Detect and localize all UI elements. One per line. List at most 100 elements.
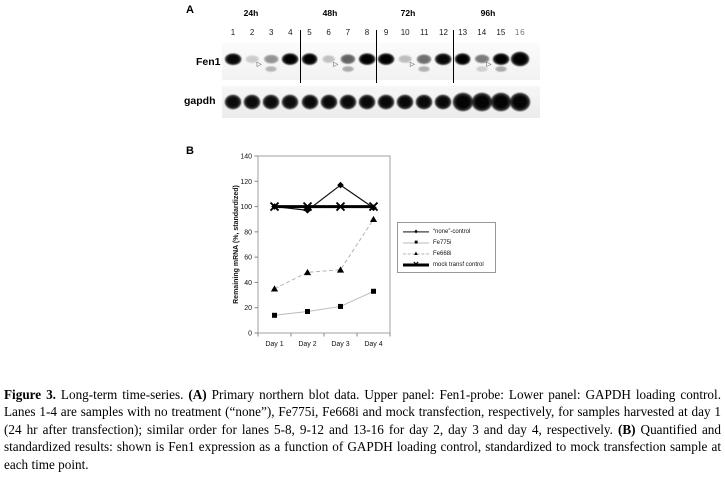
- lane-number: 6: [326, 28, 331, 37]
- blot-band: [396, 94, 414, 110]
- legend-marker-sample: ■: [403, 238, 429, 247]
- caption-text: Long-term time-series.: [55, 387, 189, 402]
- blot-band: [415, 94, 433, 110]
- blot-band: [398, 55, 413, 63]
- blot-band: [301, 53, 318, 65]
- blot-band: [340, 54, 356, 64]
- blot-band: [243, 94, 261, 110]
- lane-number: 9: [383, 28, 389, 37]
- legend-item: ▲ Fe668i: [403, 249, 491, 258]
- svg-text:Day 4: Day 4: [364, 341, 382, 348]
- blot-band: [264, 54, 279, 64]
- blot-band: [452, 92, 474, 112]
- svg-text:20: 20: [244, 305, 252, 312]
- caption-text: Primary northern blot data. Upper panel:…: [4, 387, 721, 437]
- legend-item: ✕ mock transf control: [403, 260, 491, 269]
- lane-number: 13: [458, 28, 468, 37]
- blot-band: [509, 92, 531, 112]
- lane-number: 12: [439, 28, 448, 37]
- blot-band: [224, 53, 242, 65]
- x-marker-icon: ✕: [412, 259, 420, 269]
- blot-sub-band: [265, 66, 278, 72]
- blot-band: [434, 94, 452, 110]
- blot-band: [490, 92, 512, 112]
- legend-label: Fe775i: [433, 239, 452, 246]
- panel-b-label: B: [186, 145, 194, 157]
- blot-band: [358, 94, 376, 110]
- blot-sub-band: [341, 66, 354, 72]
- blot-band: [435, 53, 452, 65]
- line-chart: 0 20 40 60 80 100 120 140 Day 1 Day 2 Day 3 Day 4 Re…: [233, 154, 391, 348]
- svg-text:Remaining mRNA (%, standardize: Remaining mRNA (%, standardized): [233, 185, 240, 304]
- blot-band: [510, 51, 530, 67]
- lane-number: 15: [496, 28, 506, 37]
- svg-text:Day 1: Day 1: [265, 341, 283, 348]
- blot-band: [474, 54, 490, 64]
- lane-number: 1: [230, 28, 236, 37]
- lane-number: 4: [288, 28, 293, 37]
- blot-band: [320, 94, 338, 110]
- legend-item: ■ Fe775i: [403, 238, 491, 247]
- svg-text:60: 60: [244, 255, 252, 262]
- lane-divider: [453, 30, 455, 83]
- time-label-96h: 96h: [480, 8, 496, 18]
- blot-band: [321, 55, 336, 63]
- lane-number: 5: [307, 28, 312, 37]
- svg-text:Day 3: Day 3: [331, 341, 349, 348]
- svg-text:120: 120: [240, 179, 252, 186]
- triangle-marker-icon: ▲: [413, 250, 419, 257]
- blot-band: [301, 94, 319, 110]
- lane-number: 10: [400, 28, 410, 37]
- legend-marker-sample: ♦: [403, 227, 429, 236]
- band-arrow-icon: ▷: [333, 60, 339, 68]
- legend-marker-sample: ✕: [403, 260, 429, 269]
- blot-band: [471, 92, 493, 112]
- svg-text:100: 100: [240, 204, 252, 211]
- lane-divider: [376, 30, 378, 83]
- svg-text:80: 80: [244, 229, 252, 236]
- blot-band: [281, 94, 299, 110]
- lane-number: 8: [364, 28, 370, 37]
- blot-band: [245, 55, 259, 63]
- caption-text: Quantified and standardized results: sho…: [4, 421, 721, 472]
- caption-bold-text: (A): [188, 387, 207, 402]
- diamond-marker-icon: ♦: [414, 228, 418, 235]
- lane-divider: [299, 30, 301, 83]
- blot-band: [416, 54, 432, 64]
- svg-text:40: 40: [244, 280, 252, 287]
- lane-number: 14: [477, 28, 487, 37]
- caption-bold-text: Figure 3.: [4, 387, 56, 402]
- legend-label: “none”-control: [433, 228, 471, 235]
- blot-sub-band: [418, 66, 431, 72]
- blot-band: [377, 94, 395, 110]
- fen1-row-label: Fen1: [196, 56, 221, 68]
- blot-band: [358, 53, 376, 65]
- lane-number: 11: [420, 28, 429, 37]
- lane-number: 16: [514, 28, 526, 37]
- square-marker-icon: ■: [414, 239, 418, 246]
- legend-marker-sample: ▲: [403, 249, 429, 258]
- blot-sub-band: [494, 66, 507, 72]
- chart-legend: ♦ “none”-control ■ Fe775i ▲ Fe668i ✕ mock trans…: [397, 222, 496, 273]
- blot-band: [492, 53, 510, 65]
- caption-bold-text: (B): [617, 421, 636, 437]
- legend-label: Fe668i: [433, 250, 452, 257]
- legend-item: ♦ “none”-control: [403, 227, 491, 236]
- blot-band: [262, 94, 280, 110]
- blot-band: [224, 94, 242, 110]
- time-label-24h: 24h: [243, 8, 259, 18]
- band-arrow-icon: ▷: [486, 60, 492, 68]
- blot-band: [454, 53, 471, 65]
- lane-number: 2: [249, 28, 255, 37]
- band-arrow-icon: ▷: [256, 60, 262, 68]
- time-label-72h: 72h: [400, 8, 416, 18]
- figure-caption: Figure 3. Long-term time-series. (A) Pri…: [4, 386, 721, 473]
- lane-number: 7: [345, 28, 351, 37]
- svg-text:140: 140: [240, 154, 252, 161]
- legend-label: mock transf control: [433, 261, 484, 268]
- gapdh-row-label: gapdh: [184, 95, 216, 107]
- blot-band: [377, 53, 395, 65]
- panel-a-label: A: [186, 4, 194, 16]
- lane-number: 3: [269, 28, 274, 37]
- blot-sub-band: [475, 66, 488, 72]
